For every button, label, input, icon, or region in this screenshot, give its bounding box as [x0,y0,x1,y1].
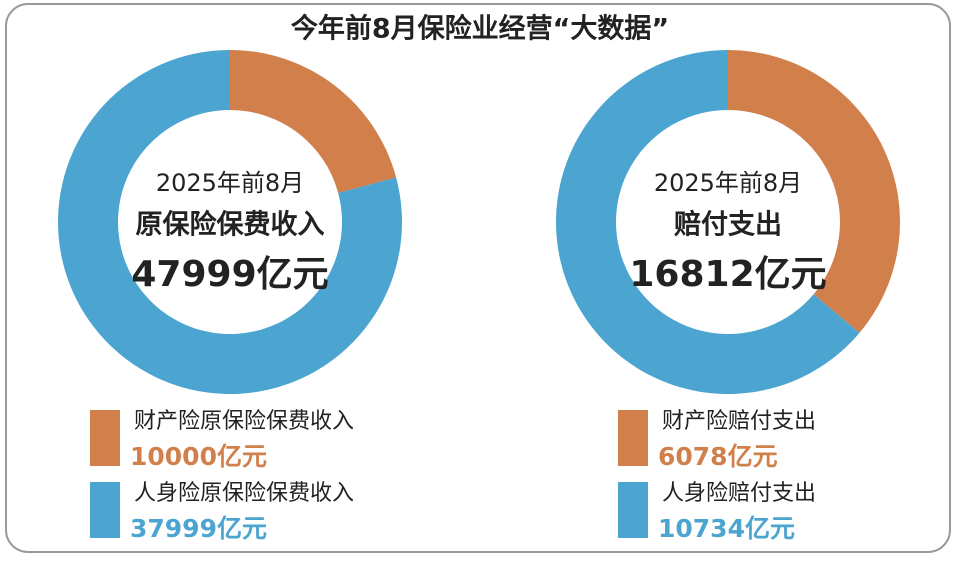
legend-label: 人身险原保险保费收入 [134,481,354,506]
legend-swatch [90,410,120,466]
center-text: 16812亿元 [629,254,826,295]
donut-segment [728,50,900,333]
legend-value: 6078亿元 [658,442,778,471]
donut-segment [230,50,397,194]
legend-label: 财产险赔付支出 [662,409,816,434]
donut-segment [556,50,860,394]
center-text: 2025年前8月 [156,169,304,197]
frame [5,3,951,553]
center-text: 原保险保费收入 [136,209,325,241]
donut-segment [57,50,402,395]
center-text: 2025年前8月 [654,169,802,197]
legend-label: 人身险赔付支出 [662,481,816,506]
title: 今年前8月保险业经营“大数据” [291,13,669,45]
center-text: 赔付支出 [674,210,782,241]
legend-swatch [618,482,648,538]
legend-swatch [618,410,648,466]
legend-value: 10734亿元 [658,514,795,543]
legend-value: 10000亿元 [130,442,267,471]
legend-value: 37999亿元 [130,514,267,543]
center-text: 47999亿元 [131,254,328,295]
legend-label: 财产险原保险保费收入 [134,409,354,434]
legend-swatch [90,482,120,538]
